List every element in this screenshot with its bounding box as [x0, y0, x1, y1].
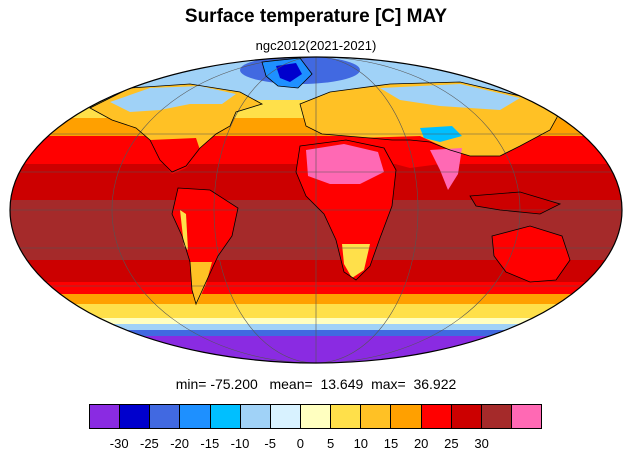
min-value: -75.200 — [210, 376, 258, 392]
south-america-south — [190, 262, 212, 306]
colorbar-tick-label: 10 — [353, 436, 369, 451]
colorbar-swatch — [180, 405, 211, 428]
colorbar-tick-label: -10 — [230, 436, 250, 451]
colorbar-swatch — [240, 405, 271, 428]
india-hot — [430, 148, 462, 190]
north-america-north — [110, 86, 236, 112]
colorbar-tick-label: -30 — [109, 436, 129, 451]
colorbar-tick-label: 30 — [474, 436, 489, 451]
siberia-cold — [380, 84, 520, 110]
colorbar-tick-label: 0 — [296, 436, 304, 451]
south-america-land — [172, 188, 238, 304]
globe-outline — [9, 56, 623, 364]
map-title: Surface temperature [C] MAY — [184, 6, 448, 27]
south-africa-mild — [342, 244, 370, 278]
colorbar-swatch — [391, 405, 422, 428]
colorbar — [89, 404, 542, 429]
colorbar-swatch — [361, 405, 392, 428]
colorbar-swatch — [210, 405, 241, 428]
max-label: max= — [371, 376, 406, 392]
australia-land — [492, 226, 570, 282]
map-subtitle: ngc2012(2021-2021) — [255, 38, 377, 53]
greenland-ice-core — [276, 63, 302, 82]
colorbar-swatch — [90, 405, 121, 428]
colorbar-tick-label: -25 — [139, 436, 159, 451]
coastlines — [89, 57, 571, 306]
colorbar-tick-label: 15 — [383, 436, 399, 451]
max-value: 36.922 — [413, 376, 457, 392]
colorbar-swatch — [511, 405, 542, 428]
colorbar-tick-label: -15 — [200, 436, 220, 451]
world-map — [9, 56, 623, 364]
map-fill-layer — [10, 57, 622, 363]
colorbar-tick-label: 5 — [326, 436, 335, 451]
colorbar-tick-label: 25 — [444, 436, 459, 451]
colorbar-swatch — [300, 405, 332, 428]
colorbar-tick-label: -5 — [264, 436, 276, 451]
colorbar-swatch — [270, 405, 301, 428]
colorbar-swatch — [421, 405, 452, 428]
min-label: min= — [175, 376, 207, 392]
colorbar-swatch — [120, 405, 151, 428]
colorbar-tick-label: -20 — [170, 436, 189, 451]
mean-label: mean= — [269, 376, 313, 392]
colorbar-swatch — [150, 405, 181, 428]
north-america-south — [150, 138, 200, 174]
andes-cold — [180, 210, 188, 250]
colorbar-tick-label: 20 — [413, 436, 429, 451]
colorbar-swatch — [451, 405, 482, 428]
colorbar-ticks: -30 -25 -20 -15 -10 -5 0 5 10 15 20 25 30 — [0, 436, 632, 454]
statistics-line: min= -75.200 mean= 13.649 max= 36.922 — [0, 376, 632, 392]
sahara-hot — [306, 144, 384, 184]
colorbar-swatch — [331, 405, 362, 428]
graticule — [10, 57, 622, 363]
colorbar-swatch — [481, 405, 512, 428]
mean-value: 13.649 — [320, 376, 364, 392]
